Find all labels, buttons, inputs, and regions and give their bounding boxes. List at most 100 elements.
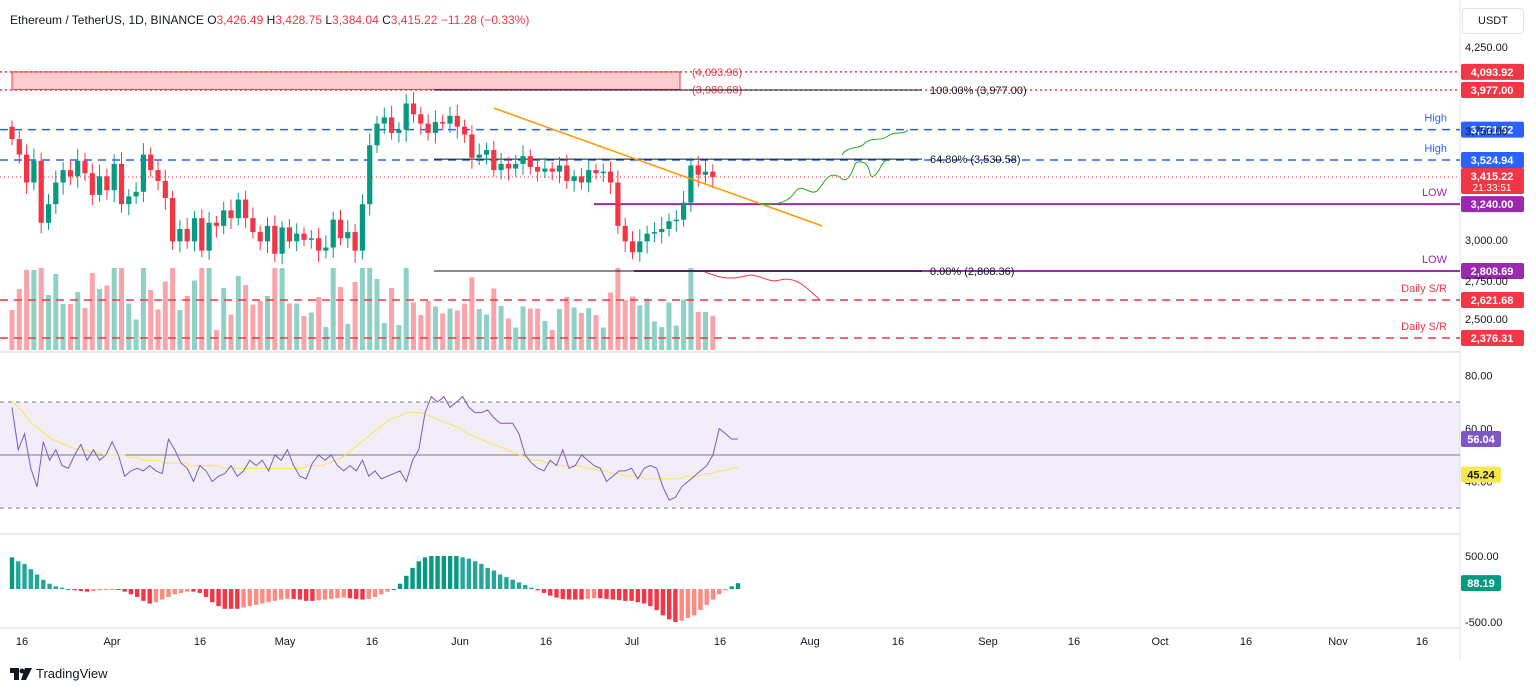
time-axis-tick: 16	[1068, 636, 1080, 648]
candle-body	[104, 176, 110, 191]
candle-body	[53, 182, 59, 205]
candle-body	[316, 238, 322, 251]
price-level-tag: LOW	[1422, 254, 1448, 266]
macd-bar	[360, 589, 365, 600]
macd-bar	[328, 589, 334, 599]
close-value: 3,415.22	[390, 13, 438, 27]
macd-bar	[560, 589, 565, 599]
macd-bar	[717, 589, 722, 595]
volume-bar	[177, 310, 183, 350]
macd-bar	[278, 589, 284, 600]
candle-body	[97, 176, 103, 195]
macd-bar	[404, 575, 409, 589]
price-level-label: 2,621.68	[1471, 295, 1514, 307]
candle-body	[279, 227, 285, 254]
price-level-label: 3,524.94	[1471, 155, 1515, 167]
macd-bar	[585, 589, 590, 599]
macd-bar	[84, 589, 90, 592]
macd-bar	[616, 589, 622, 601]
volume-bar	[513, 327, 519, 350]
price-level-label: 2,808.69	[1471, 266, 1514, 278]
macd-bar	[629, 589, 634, 601]
candle-body	[651, 232, 657, 234]
macd-bar	[247, 589, 253, 607]
macd-bar	[429, 556, 434, 589]
tradingview-logo: TradingView	[10, 666, 108, 681]
candle-body	[191, 218, 198, 242]
macd-bar	[729, 586, 734, 589]
macd-bar	[497, 574, 503, 589]
candle-body	[67, 170, 73, 177]
candle-body	[389, 117, 395, 133]
time-axis-tick: 16	[194, 636, 206, 648]
volume-bar	[301, 316, 307, 350]
volume-bar	[520, 306, 526, 350]
candle-body	[257, 232, 263, 242]
macd-bar	[253, 589, 259, 605]
rsi-ma-value: 45.24	[1467, 470, 1495, 482]
price-level-tag: High	[1424, 143, 1447, 155]
macd-bar	[241, 589, 246, 608]
macd-bar	[416, 561, 422, 589]
price-level-badge	[1461, 291, 1524, 308]
price-level-label: 2,376.31	[1471, 333, 1514, 345]
macd-bar	[310, 589, 315, 601]
change-value: −11.28 (−0.33%)	[440, 13, 530, 27]
candle-body	[498, 163, 504, 171]
price-level-tag: High	[1424, 113, 1447, 125]
price-axis-tick: 2,750.00	[1465, 276, 1508, 288]
candle-body	[75, 160, 81, 177]
candle-body	[447, 115, 453, 124]
volume-bar	[213, 330, 219, 350]
rsi-ma-line	[11, 401, 739, 480]
volume-bar	[228, 314, 234, 350]
price-level-badge	[1461, 82, 1524, 98]
macd-bar	[322, 589, 328, 600]
volume-bar	[505, 318, 511, 350]
macd-bar	[72, 589, 77, 591]
macd-bar	[47, 583, 52, 589]
trendline	[493, 107, 823, 227]
volume-bar	[162, 281, 168, 350]
macd-value: 88.19	[1467, 578, 1495, 590]
candle-body	[323, 247, 329, 251]
price-axis-tick: 3,000.00	[1465, 235, 1508, 247]
volume-bar	[403, 268, 409, 350]
volume-bar	[710, 315, 716, 350]
macd-bar	[222, 589, 227, 609]
candle-body	[505, 163, 511, 169]
macd-bar	[610, 589, 616, 600]
macd-bar	[191, 589, 196, 592]
macd-bar	[685, 589, 691, 619]
macd-bar	[422, 557, 428, 589]
currency-unit-button[interactable]: USDT	[1462, 8, 1524, 34]
macd-bar	[228, 589, 234, 609]
macd-bar	[197, 589, 202, 593]
volume-bar	[432, 306, 438, 350]
brand-label: TradingView	[36, 666, 108, 681]
last-price-label: 3,415.22	[1471, 171, 1514, 183]
price-level-tag: Daily S/R	[1401, 321, 1447, 333]
volume-bar	[615, 268, 621, 350]
macd-bar	[598, 589, 603, 599]
open-value: 3,426.49	[216, 13, 264, 27]
volume-bar	[265, 296, 270, 350]
volume-bar	[155, 309, 161, 350]
macd-bar	[410, 567, 415, 589]
macd-badge	[1461, 575, 1501, 592]
macd-bar	[491, 570, 497, 589]
candle-body	[469, 134, 475, 158]
time-axis-tick: Sep	[978, 636, 998, 648]
price-axis-tick: 2,500.00	[1465, 314, 1508, 326]
volume-bar	[462, 303, 468, 350]
candle-body	[126, 196, 132, 205]
macd-bar	[347, 589, 353, 599]
time-axis-tick: Jun	[451, 636, 469, 648]
candle-body	[403, 103, 409, 130]
macd-bar	[103, 589, 109, 590]
macd-bar	[698, 589, 703, 611]
macd-bar	[316, 589, 321, 601]
volume-bar	[206, 268, 212, 350]
time-axis-tick: 16	[1240, 636, 1252, 648]
